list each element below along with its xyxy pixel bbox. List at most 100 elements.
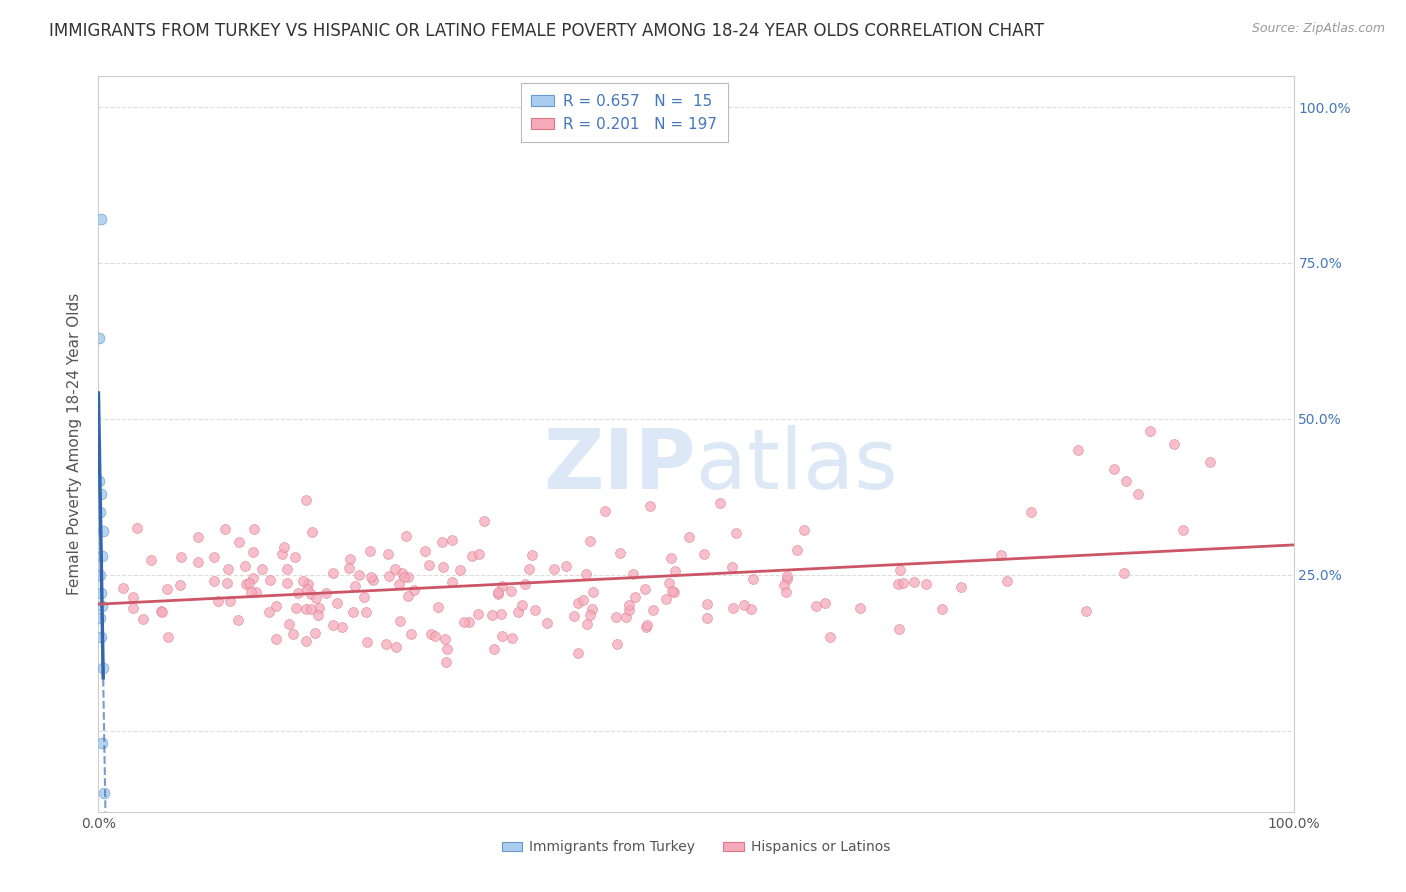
Point xyxy=(250,561,273,575)
Point xyxy=(89,611,111,625)
Point xyxy=(510,598,533,612)
Point xyxy=(374,637,396,651)
Point xyxy=(950,580,973,594)
Point xyxy=(304,626,326,640)
Point xyxy=(125,521,148,535)
Point xyxy=(308,601,330,615)
Point xyxy=(235,577,257,591)
Point xyxy=(295,582,318,597)
Point xyxy=(582,585,605,599)
Point xyxy=(614,610,637,624)
Point xyxy=(775,585,797,599)
Point xyxy=(634,620,657,634)
Point xyxy=(567,596,589,610)
Point xyxy=(360,570,382,584)
Point xyxy=(579,608,602,623)
Point xyxy=(1074,604,1097,618)
Point xyxy=(89,474,111,488)
Point xyxy=(420,627,443,641)
Point xyxy=(239,584,262,599)
Point xyxy=(889,563,911,577)
Point xyxy=(634,582,657,597)
Point xyxy=(1173,523,1195,537)
Point xyxy=(662,584,685,599)
Point xyxy=(482,642,505,657)
Point xyxy=(990,548,1012,562)
Point xyxy=(322,617,344,632)
Legend: Immigrants from Turkey, Hispanics or Latinos: Immigrants from Turkey, Hispanics or Lat… xyxy=(496,835,896,860)
Point xyxy=(233,559,256,574)
Point xyxy=(399,627,422,641)
Point xyxy=(93,786,115,800)
Point xyxy=(467,607,489,622)
Point xyxy=(818,630,841,644)
Point xyxy=(122,590,145,604)
Point xyxy=(524,602,547,616)
Text: IMMIGRANTS FROM TURKEY VS HISPANIC OR LATINO FEMALE POVERTY AMONG 18-24 YEAR OLD: IMMIGRANTS FROM TURKEY VS HISPANIC OR LA… xyxy=(49,22,1045,40)
Point xyxy=(353,590,375,604)
Point xyxy=(1199,455,1222,469)
Point xyxy=(245,584,267,599)
Point xyxy=(661,584,683,599)
Point xyxy=(295,634,318,648)
Point xyxy=(723,601,745,615)
Point xyxy=(359,544,381,558)
Point xyxy=(243,522,266,536)
Point xyxy=(776,568,799,582)
Point xyxy=(342,605,364,619)
Point xyxy=(725,526,748,541)
Point xyxy=(776,572,799,586)
Point xyxy=(593,504,616,518)
Point xyxy=(378,569,401,583)
Point xyxy=(995,574,1018,589)
Point xyxy=(356,605,378,619)
Point xyxy=(307,608,329,623)
Point xyxy=(217,561,239,575)
Point xyxy=(90,486,112,500)
Point xyxy=(1104,461,1126,475)
Point xyxy=(292,574,315,588)
Point xyxy=(264,632,287,646)
Point xyxy=(893,575,915,590)
Point xyxy=(915,577,938,591)
Point xyxy=(696,610,718,624)
Point xyxy=(434,655,457,669)
Point xyxy=(643,603,665,617)
Point xyxy=(432,560,454,574)
Point xyxy=(385,640,408,655)
Point xyxy=(89,567,111,582)
Point xyxy=(1163,437,1185,451)
Point xyxy=(575,616,598,631)
Point xyxy=(415,543,437,558)
Point xyxy=(440,533,463,548)
Point xyxy=(849,601,872,615)
Point xyxy=(432,535,454,549)
Point xyxy=(1128,486,1150,500)
Point xyxy=(441,574,464,589)
Point xyxy=(657,576,679,591)
Point xyxy=(299,587,322,601)
Point xyxy=(349,567,371,582)
Point xyxy=(299,602,322,616)
Point xyxy=(619,599,641,613)
Point xyxy=(396,590,419,604)
Point xyxy=(609,546,631,560)
Point xyxy=(773,578,796,592)
Point xyxy=(149,604,172,618)
Point xyxy=(903,575,925,590)
Point xyxy=(733,599,755,613)
Point xyxy=(132,612,155,626)
Point xyxy=(264,599,287,613)
Point xyxy=(1139,425,1161,439)
Point xyxy=(468,547,491,561)
Point xyxy=(228,534,250,549)
Point xyxy=(813,596,835,610)
Point xyxy=(276,562,298,576)
Point xyxy=(491,579,513,593)
Point xyxy=(395,529,418,543)
Point xyxy=(257,605,280,619)
Point xyxy=(501,631,523,645)
Point xyxy=(461,549,484,563)
Point xyxy=(536,615,558,630)
Point xyxy=(242,571,264,585)
